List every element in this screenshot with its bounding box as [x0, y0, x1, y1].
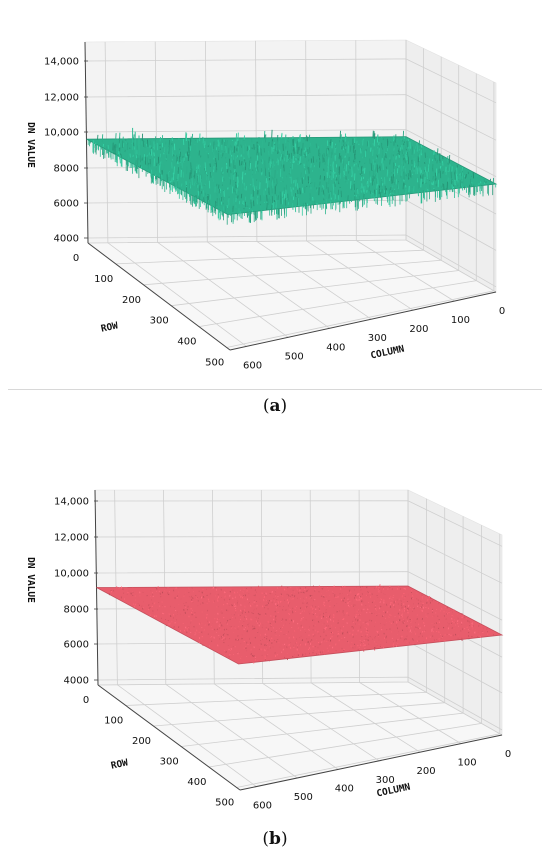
column-tick-label: 500	[294, 792, 313, 803]
z-tick-label: 12,000	[54, 533, 89, 544]
column-tick-label: 200	[409, 324, 428, 335]
z-tick-label: 10,000	[54, 569, 89, 580]
row-tick-label: 400	[187, 777, 206, 788]
column-tick-label: 0	[505, 749, 511, 760]
surface-plot-a: 40006000800010,00012,00014,0000100200300…	[25, 39, 505, 372]
row-tick-label: 100	[104, 716, 123, 727]
column-tick-label: 100	[458, 758, 477, 769]
column-axis-title: COLUMN	[370, 344, 406, 362]
z-tick-label: 6000	[64, 640, 89, 651]
column-tick-label: 500	[285, 351, 304, 362]
gridlines	[95, 489, 503, 788]
column-gridline	[114, 489, 257, 787]
z-tick-label: 14,000	[54, 497, 89, 508]
column-gridline	[154, 41, 289, 338]
row-tick-label: 0	[83, 695, 89, 706]
row-tick-label: 500	[205, 358, 224, 369]
panel-divider	[8, 389, 542, 390]
row-tick-label: 200	[132, 736, 151, 747]
surface	[96, 584, 504, 665]
z-tick-label: 6000	[54, 199, 79, 210]
gridlines	[85, 40, 497, 348]
column-tick-label: 200	[417, 766, 436, 777]
tick-labels: 40006000800010,00012,00014,0000100200300…	[44, 57, 505, 372]
column-axis-line	[239, 734, 503, 791]
column-gridline	[205, 41, 331, 329]
column-gridline	[358, 489, 462, 744]
column-gridline	[309, 489, 421, 753]
row-axis-line	[97, 684, 241, 791]
column-gridline	[104, 41, 247, 347]
row-tick-label: 100	[94, 274, 113, 285]
row-tick-label: 400	[177, 337, 196, 348]
column-tick-label: 400	[326, 342, 345, 353]
column-tick-label: 100	[451, 315, 470, 326]
row-axis-title: ROW	[100, 320, 119, 334]
surface-plot-b: 40006000800010,00012,00014,0000100200300…	[25, 489, 511, 812]
z-axis-line	[84, 41, 89, 244]
column-tick-label: 600	[243, 360, 262, 371]
z-tick-label: 8000	[54, 164, 79, 175]
caption-a-label: a	[269, 396, 281, 416]
column-tick-label: 400	[335, 783, 354, 794]
column-tick-label: 300	[376, 775, 395, 786]
axis-edges	[84, 41, 497, 351]
row-axis-line	[87, 242, 231, 351]
z-tick-label: 10,000	[44, 128, 79, 139]
z-tick-label: 14,000	[44, 57, 79, 68]
column-gridline	[407, 490, 503, 736]
column-gridline	[260, 489, 380, 762]
z-tick-label: 8000	[64, 605, 89, 616]
z-axis-title: DN VALUE	[25, 122, 36, 168]
column-gridline	[305, 40, 414, 311]
column-gridline	[163, 489, 298, 779]
row-tick-label: 300	[150, 316, 169, 327]
column-gridline	[255, 40, 372, 320]
column-axis-line	[229, 291, 497, 351]
column-tick-label: 0	[499, 306, 505, 317]
column-gridline	[355, 40, 455, 302]
column-tick-label: 600	[253, 801, 272, 812]
row-tick-label: 500	[215, 798, 234, 809]
row-axis-title: ROW	[110, 757, 129, 771]
column-gridline	[212, 489, 339, 770]
caption-a: (a)	[262, 396, 288, 416]
z-axis-title: DN VALUE	[25, 557, 36, 603]
z-tick-label: 4000	[54, 234, 79, 245]
column-tick-label: 300	[368, 333, 387, 344]
tick-labels: 40006000800010,00012,00014,0000100200300…	[54, 497, 511, 812]
z-tick-label: 12,000	[44, 93, 79, 104]
chart-panel-b: 4000 6000 8000 10,000 12,000 14,000 0 100 200 300…	[0, 435, 550, 820]
column-gridline	[405, 40, 497, 293]
caption-b-label: b	[269, 829, 281, 849]
chart-panel-a: 4000 6000 8000 10,000 12,000 14,000 0 100 200 300…	[0, 0, 550, 390]
row-tick-label: 300	[160, 757, 179, 768]
row-tick-label: 0	[73, 253, 79, 264]
surface-edge-spikes	[87, 127, 497, 225]
caption-b: (b)	[262, 829, 288, 849]
row-tick-label: 200	[122, 295, 141, 306]
z-tick-label: 4000	[64, 676, 89, 687]
